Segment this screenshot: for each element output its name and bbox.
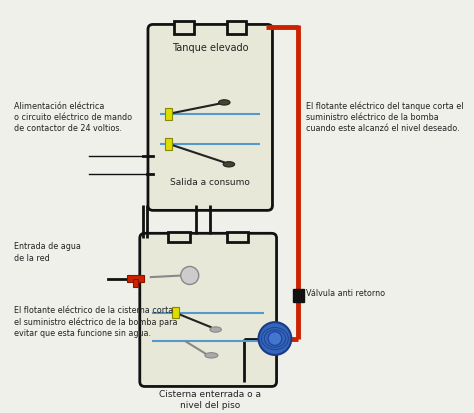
- Bar: [133, 279, 138, 287]
- Circle shape: [268, 332, 282, 345]
- Bar: [293, 290, 303, 301]
- Bar: [127, 275, 144, 282]
- Bar: [227, 232, 248, 242]
- Ellipse shape: [210, 327, 221, 332]
- FancyBboxPatch shape: [140, 233, 276, 387]
- Text: Entrada de agua
de la red: Entrada de agua de la red: [14, 242, 81, 263]
- Text: Alimentación eléctrica
o circuito eléctrico de mando
de contactor de 24 voltios.: Alimentación eléctrica o circuito eléctr…: [14, 102, 132, 133]
- Bar: [168, 232, 190, 242]
- Circle shape: [258, 322, 292, 355]
- Bar: [165, 138, 172, 150]
- Circle shape: [181, 266, 199, 285]
- FancyBboxPatch shape: [148, 24, 273, 210]
- Text: Cisterna enterrada o a
nivel del piso: Cisterna enterrada o a nivel del piso: [159, 390, 261, 410]
- Text: El flotante eléctrico del tanque corta el
suministro eléctrico de la bomba
cuand: El flotante eléctrico del tanque corta e…: [307, 102, 464, 133]
- Bar: [172, 307, 179, 318]
- Text: Válvula anti retorno: Válvula anti retorno: [307, 289, 385, 298]
- Bar: [174, 21, 193, 34]
- Ellipse shape: [223, 161, 235, 167]
- Bar: [165, 108, 172, 121]
- Ellipse shape: [205, 353, 218, 358]
- Text: Salida a consumo: Salida a consumo: [170, 178, 250, 188]
- Text: Tanque elevado: Tanque elevado: [172, 43, 248, 53]
- Ellipse shape: [219, 100, 230, 105]
- Bar: [227, 21, 246, 34]
- Text: El flotante eléctrico de la cisterna corta
el suministro eléctrico de la bomba p: El flotante eléctrico de la cisterna cor…: [14, 306, 177, 338]
